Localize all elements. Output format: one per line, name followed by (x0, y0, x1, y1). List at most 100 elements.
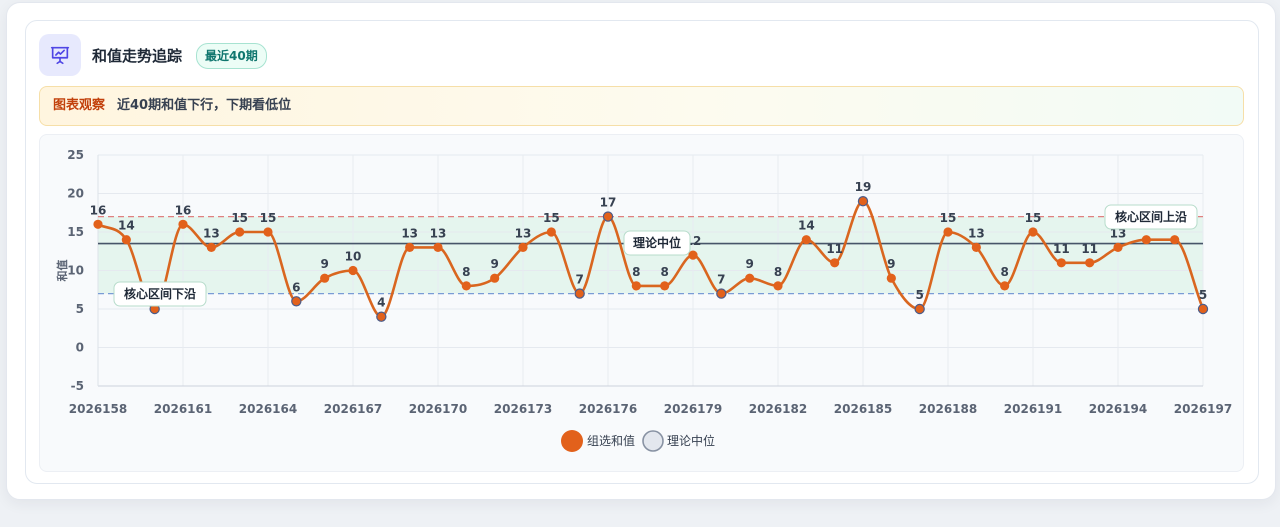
data-point (914, 303, 925, 315)
data-point (1085, 258, 1095, 268)
data-point (546, 227, 556, 237)
data-label: 9 (887, 257, 895, 271)
data-label: 9 (490, 257, 498, 271)
x-tick-label: 2026179 (664, 402, 722, 416)
data-label: 13 (515, 226, 532, 240)
data-label: 15 (940, 211, 957, 225)
y-tick-label: 10 (67, 264, 84, 278)
x-tick-label: 2026185 (834, 402, 892, 416)
data-point (688, 250, 698, 260)
y-axis-title: 和值 (55, 260, 69, 282)
data-label: 8 (660, 265, 668, 279)
data-point (1170, 235, 1180, 245)
data-label: 5 (1199, 288, 1207, 302)
x-tick-label: 2026164 (239, 402, 297, 416)
x-tick-label: 2026170 (409, 402, 467, 416)
data-label: 16 (175, 203, 192, 217)
median-tag: 理论中位 (623, 230, 691, 256)
legend-label-zuxuan: 组选和值 (587, 433, 635, 448)
data-label: 8 (774, 265, 782, 279)
data-label: 11 (1053, 242, 1070, 256)
data-point (602, 211, 614, 222)
data-point (857, 195, 869, 207)
data-label: 13 (203, 226, 220, 240)
x-tick-label: 2026161 (154, 402, 212, 416)
legend-label-median: 理论中位 (667, 433, 715, 448)
data-label: 5 (915, 288, 923, 302)
upper-bound-tag-text: 核心区间上沿 (1115, 209, 1187, 224)
data-label: 15 (543, 211, 560, 225)
presentation-chart-icon (39, 34, 81, 76)
x-tick-label: 2026191 (1004, 402, 1062, 416)
data-label: 15 (260, 211, 277, 225)
data-label: 10 (345, 250, 362, 264)
data-label: 9 (320, 257, 328, 271)
trend-card: 和值走势追踪 最近40期 图表观察 近40期和值下行，下期看低位 25 20 15 1… (25, 20, 1259, 484)
x-tick-label: 2026158 (69, 402, 127, 416)
data-point (631, 281, 641, 291)
data-point (943, 227, 953, 237)
data-point (773, 281, 783, 291)
x-tick-label: 2026167 (324, 402, 382, 416)
page-title: 和值走势追踪 (92, 47, 183, 65)
data-point (178, 219, 188, 229)
data-point (518, 242, 528, 252)
observation-text: 近40期和值下行，下期看低位 (117, 98, 292, 113)
data-point (93, 219, 103, 229)
data-label: 16 (90, 203, 107, 217)
data-label: 7 (575, 273, 583, 287)
data-label: 8 (632, 265, 640, 279)
data-point (745, 273, 755, 283)
data-point (291, 296, 302, 307)
median-tag-text: 理论中位 (633, 235, 681, 250)
data-label: 8 (1000, 265, 1008, 279)
data-label: 9 (745, 257, 753, 271)
data-label: 11 (1081, 242, 1098, 256)
data-point (433, 242, 443, 252)
lower-bound-tag: 核心区间下沿 (113, 281, 207, 307)
x-tick-label: 2026197 (1174, 402, 1232, 416)
y-tick-label: 15 (67, 225, 84, 239)
upper-bound-tag: 核心区间上沿 (1104, 204, 1198, 230)
data-label: 4 (377, 296, 385, 310)
data-point (830, 258, 840, 268)
y-tick-label: -5 (71, 379, 84, 393)
data-point (348, 265, 358, 276)
outer-panel: 和值走势追踪 最近40期 图表观察 近40期和值下行，下期看低位 25 20 15 1… (6, 2, 1276, 500)
data-point (263, 227, 273, 237)
data-point (461, 281, 471, 291)
x-tick-label: 2026173 (494, 402, 552, 416)
data-point (716, 288, 727, 299)
observation-banner: 图表观察 近40期和值下行，下期看低位 (39, 86, 1244, 126)
data-point (1028, 227, 1038, 237)
period-badge: 最近40期 (196, 43, 267, 69)
data-point (1141, 235, 1151, 245)
data-label: 6 (292, 280, 300, 294)
median-tag-box (623, 230, 691, 256)
sum-trend-chart: 25 20 15 10 5 0 -5 2026158 2026161 2026164 2026167… (55, 148, 1232, 452)
upper-bound-tag-box (1104, 204, 1198, 230)
data-point (121, 235, 131, 245)
y-tick-label: 0 (76, 341, 84, 355)
x-tick-label: 2026182 (749, 402, 807, 416)
data-label: 19 (855, 180, 872, 194)
data-point (1056, 258, 1066, 268)
data-label: 15 (1025, 211, 1042, 225)
data-label: 7 (717, 273, 725, 287)
data-label: 14 (798, 219, 815, 233)
data-point (235, 227, 245, 237)
x-tick-label: 2026188 (919, 402, 977, 416)
data-label: 14 (118, 219, 135, 233)
data-point (1000, 281, 1010, 291)
data-label: 17 (600, 196, 617, 210)
data-point (574, 288, 585, 299)
lower-bound-tag-text: 核心区间下沿 (124, 286, 196, 301)
data-point (206, 242, 216, 252)
data-point (490, 273, 500, 283)
data-point (320, 273, 330, 283)
data-label: 8 (462, 265, 470, 279)
data-point (801, 235, 811, 245)
data-point (1113, 242, 1123, 252)
data-point (660, 281, 670, 291)
y-tick-label: 25 (67, 148, 84, 162)
